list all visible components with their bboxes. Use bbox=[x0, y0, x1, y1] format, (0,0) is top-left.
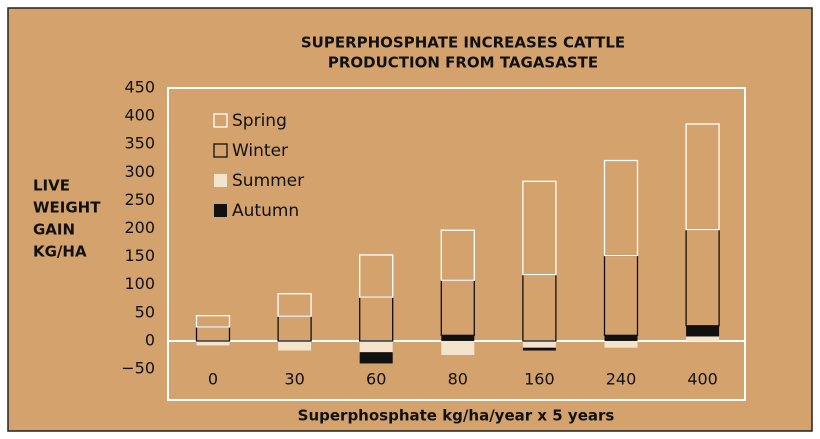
bar-segment bbox=[604, 340, 638, 348]
y-axis-label: LIVE bbox=[33, 177, 70, 195]
y-tick-label: 350 bbox=[124, 134, 155, 153]
bar-segment bbox=[441, 340, 475, 356]
legend-swatch bbox=[214, 204, 227, 217]
bar-segment bbox=[603, 159, 639, 257]
x-tick-label: 240 bbox=[606, 370, 637, 389]
x-tick-label: 80 bbox=[448, 370, 468, 389]
legend-swatch bbox=[213, 143, 228, 158]
bar-segment bbox=[686, 325, 720, 337]
y-tick-label: 450 bbox=[124, 78, 155, 97]
y-tick-label: 150 bbox=[124, 246, 155, 265]
y-axis-label: WEIGHT bbox=[33, 199, 101, 217]
bar-segment bbox=[685, 123, 720, 231]
bar-segment bbox=[522, 340, 556, 348]
bar-segment bbox=[196, 340, 230, 346]
bar-segment bbox=[359, 352, 393, 364]
legend-label: Winter bbox=[232, 141, 288, 161]
x-tick-label: 0 bbox=[208, 370, 218, 389]
y-tick-label: 200 bbox=[124, 218, 155, 237]
background bbox=[7, 7, 813, 432]
x-axis-label: Superphosphate kg/ha/year x 5 years bbox=[298, 407, 615, 425]
bar-segment bbox=[278, 340, 312, 351]
y-tick-label: 100 bbox=[124, 274, 155, 293]
y-axis-label: GAIN bbox=[33, 221, 75, 239]
y-tick-label: 50 bbox=[135, 302, 155, 321]
bar-segment bbox=[277, 293, 312, 317]
bar-segment bbox=[441, 335, 475, 341]
y-tick-label: 400 bbox=[124, 106, 155, 125]
plot-frame bbox=[167, 87, 746, 401]
bar-segment bbox=[522, 180, 557, 276]
bar-segment bbox=[359, 340, 393, 353]
x-tick-label: 400 bbox=[687, 370, 718, 389]
bar-segment bbox=[604, 335, 638, 341]
y-axis-label: KG/HA bbox=[33, 243, 87, 261]
y-tick-label: 300 bbox=[124, 162, 155, 181]
y-tick-label: 0 bbox=[145, 330, 155, 349]
bar-segment bbox=[522, 347, 556, 351]
bar-segment bbox=[359, 254, 394, 298]
legend-swatch bbox=[213, 113, 228, 128]
legend-swatch bbox=[214, 174, 227, 187]
bar-segment bbox=[686, 336, 720, 341]
chart-title: PRODUCTION FROM TAGASASTE bbox=[328, 54, 598, 72]
x-tick-label: 60 bbox=[366, 370, 386, 389]
bar-segment bbox=[440, 229, 475, 281]
x-tick-label: 30 bbox=[284, 370, 304, 389]
legend-label: Summer bbox=[232, 171, 304, 191]
legend-label: Spring bbox=[232, 111, 287, 131]
x-tick-label: 160 bbox=[524, 370, 555, 389]
bar-segment bbox=[195, 315, 231, 328]
y-tick-label: −50 bbox=[121, 359, 155, 378]
chart-title: SUPERPHOSPHATE INCREASES CATTLE bbox=[301, 34, 625, 52]
legend-label: Autumn bbox=[232, 201, 299, 221]
y-tick-label: 250 bbox=[124, 190, 155, 209]
